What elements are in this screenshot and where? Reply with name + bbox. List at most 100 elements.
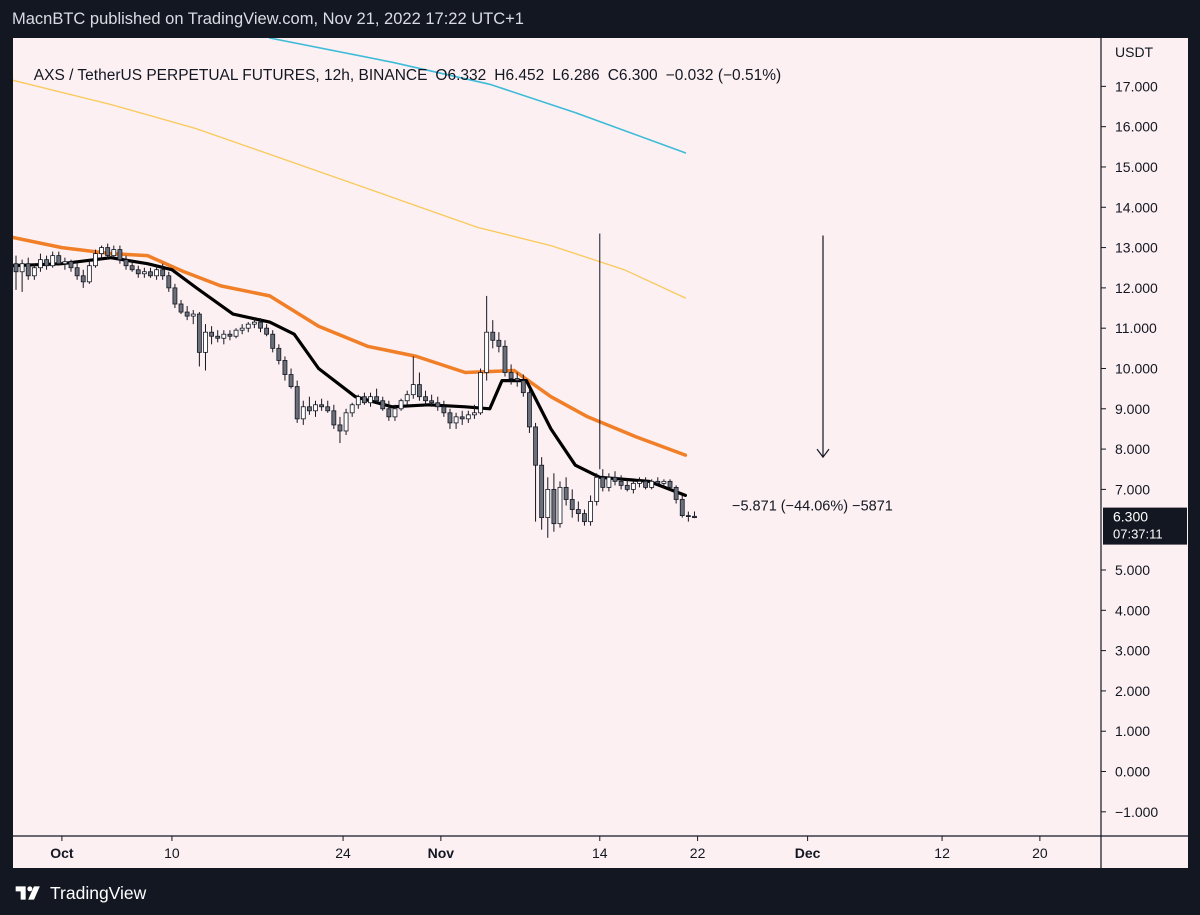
candle-body — [154, 269, 159, 277]
candle-body — [233, 329, 239, 337]
candle-body — [62, 261, 68, 265]
candle-body — [667, 480, 673, 488]
plot-area: −5.871 (−44.06%) −5871 — [13, 38, 893, 538]
candle-body — [423, 396, 428, 402]
candle-body — [68, 261, 74, 269]
candle-body — [435, 402, 441, 408]
time-tick-label: Oct — [50, 845, 74, 861]
price-tick-label: 7.000 — [1115, 481, 1150, 497]
candle-body — [331, 410, 337, 426]
candle-body — [313, 404, 318, 412]
candle-body — [630, 482, 636, 490]
candle-body — [56, 255, 62, 265]
price-tick-label: 13.000 — [1115, 240, 1158, 256]
candle-body — [215, 335, 221, 339]
chart-pane[interactable] — [13, 38, 1188, 868]
price-tick-label: 3.000 — [1115, 643, 1150, 659]
candle-body — [172, 287, 178, 305]
candle-body — [105, 247, 111, 257]
candle-body — [251, 321, 257, 325]
candle-body — [582, 513, 587, 523]
candle-body — [661, 480, 667, 484]
candle-body — [276, 347, 282, 361]
time-tick-label: Nov — [428, 845, 455, 861]
candle-body — [472, 412, 477, 416]
symbol-name: AXS / TetherUS PERPETUAL FUTURES, 12h, B… — [33, 67, 428, 84]
candle-body — [490, 331, 496, 341]
ohlc-close: C6.300 — [607, 67, 658, 84]
candle-body — [459, 416, 465, 420]
moving-average-line — [13, 256, 688, 497]
candle-body — [624, 484, 630, 490]
price-tick-label: −1.000 — [1115, 804, 1158, 820]
candle-body — [129, 265, 135, 271]
candle-body — [25, 263, 31, 277]
tradingview-logo-icon — [15, 886, 40, 900]
candle-body — [520, 380, 526, 394]
candle-body — [417, 384, 422, 398]
candle-body — [245, 323, 251, 329]
price-tick-label: 15.000 — [1115, 159, 1158, 175]
candle-body — [239, 327, 245, 331]
candle-body — [337, 424, 343, 432]
candle-body — [270, 333, 276, 349]
price-tick-label: 11.000 — [1115, 320, 1157, 336]
candle-body — [31, 267, 37, 277]
candle-body — [50, 255, 56, 267]
publisher-header: MacnBTC published on TradingView.com, No… — [0, 0, 1200, 38]
candle-body — [288, 374, 294, 388]
price-tick-label: 8.000 — [1115, 441, 1150, 457]
candle-body — [349, 404, 355, 414]
candle-body — [673, 486, 679, 500]
candle-body — [160, 269, 166, 277]
price-tick-label: 17.000 — [1115, 78, 1158, 94]
candle-body — [294, 386, 300, 420]
candle-body — [74, 267, 80, 277]
candle-body — [196, 313, 202, 353]
candle-body — [300, 406, 306, 420]
candle-body — [539, 464, 545, 519]
candle-body — [374, 396, 380, 402]
candle-body — [93, 253, 98, 267]
candle-body — [679, 499, 685, 516]
candle-body — [343, 412, 349, 432]
price-tick-label: 5.000 — [1115, 562, 1150, 578]
candle-body — [190, 313, 196, 317]
candle-body — [484, 331, 490, 373]
candle-body — [563, 486, 569, 500]
candle-body — [643, 480, 648, 488]
time-tick-label: 22 — [690, 845, 706, 861]
price-tick-label: 16.000 — [1115, 119, 1158, 135]
candle-body — [447, 412, 453, 424]
published-text: MacnBTC published on TradingView.com, No… — [12, 10, 524, 28]
candle-body — [594, 476, 600, 502]
candle-body — [685, 515, 691, 517]
candle-body — [368, 396, 373, 404]
candle-body — [221, 333, 227, 339]
candle-body — [19, 263, 25, 273]
candle-body — [557, 486, 563, 525]
candle-body — [86, 265, 92, 283]
candle-body — [527, 392, 532, 428]
candle-body — [44, 259, 49, 267]
ohlc-change: −0.032 (−0.51%) — [665, 67, 782, 84]
candle-body — [410, 384, 416, 396]
candle-body — [227, 333, 233, 337]
candle-body — [209, 331, 214, 337]
candle-body — [453, 416, 459, 424]
candle-body — [392, 408, 398, 418]
ohlc-high: H6.452 — [494, 67, 545, 84]
measure-arrow-head — [816, 448, 830, 459]
price-tick-label: 14.000 — [1115, 199, 1158, 215]
time-tick-label: 24 — [335, 845, 351, 861]
candle-body — [355, 396, 361, 406]
candle-body — [508, 372, 514, 379]
candle-body — [398, 400, 404, 410]
candle-body — [465, 414, 471, 420]
candle-body — [588, 501, 593, 523]
candle-body — [600, 476, 606, 488]
price-tick-label: 4.000 — [1115, 602, 1150, 618]
candle-body — [362, 396, 367, 404]
footer-brand: TradingView — [14, 878, 146, 908]
